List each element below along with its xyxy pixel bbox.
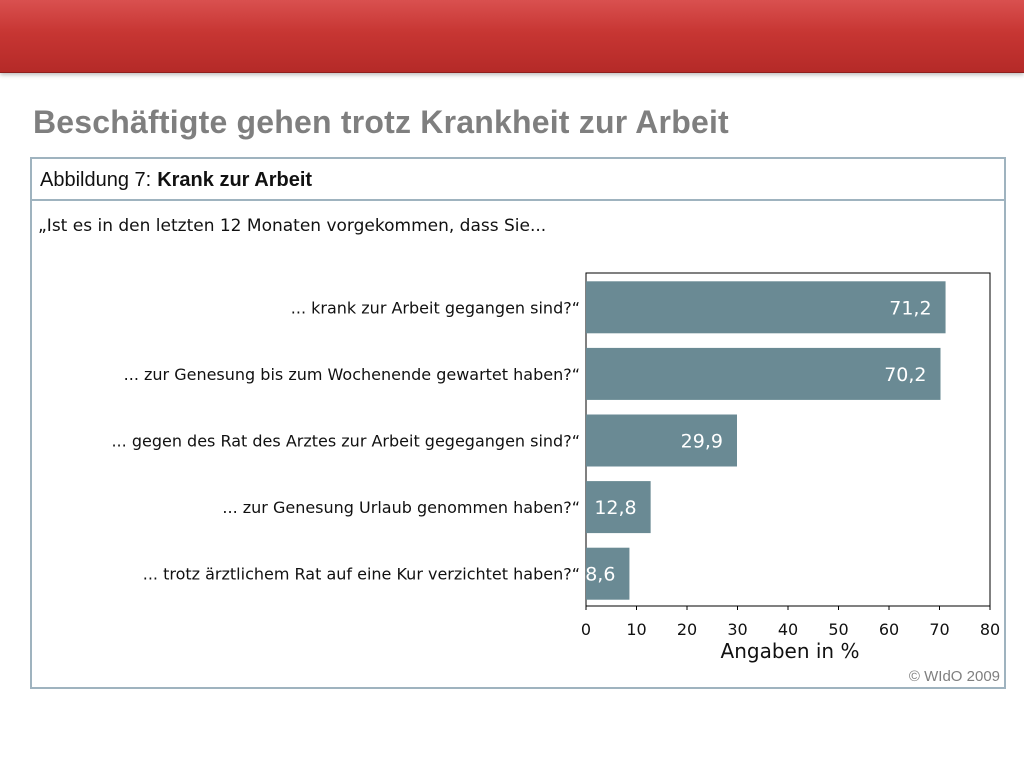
x-tick-label-60: 60 — [879, 620, 899, 639]
figure-frame: Abbildung 7: Krank zur Arbeit — [30, 157, 1006, 689]
bar-value-label-5: 8,6 — [585, 564, 615, 586]
figure-name: Krank zur Arbeit — [157, 169, 313, 191]
category-label-1: ... krank zur Arbeit gegangen sind?“ — [291, 298, 580, 317]
bar-1 — [586, 281, 946, 334]
x-tick-label-50: 50 — [828, 620, 848, 639]
bar-value-label-2: 70,2 — [884, 364, 926, 386]
survey-question: „Ist es in den letzten 12 Monaten vorgek… — [38, 216, 547, 236]
x-tick-label-70: 70 — [929, 620, 949, 639]
bar-value-label-1: 71,2 — [889, 297, 931, 319]
category-label-3: ... gegen des Rat des Arztes zur Arbeit … — [111, 432, 580, 451]
x-axis-ticks: 0 10 20 30 40 50 60 70 80 — [581, 606, 1000, 639]
top-banner — [0, 0, 1024, 73]
bar-value-label-4: 12,8 — [594, 497, 636, 519]
figure-label: Abbildung 7: — [40, 169, 152, 191]
bar-value-label-3: 29,9 — [681, 431, 723, 453]
x-axis-title: Angaben in % — [721, 639, 860, 663]
x-tick-label-0: 0 — [581, 620, 591, 639]
copyright: © WIdO 2009 — [908, 668, 1000, 685]
bar-2 — [586, 347, 941, 400]
bar-4 — [586, 481, 651, 534]
bar-5 — [586, 547, 630, 600]
x-tick-label-30: 30 — [727, 620, 747, 639]
figure-header: Abbildung 7: Krank zur Arbeit — [32, 159, 1004, 201]
slide-title: Beschäftigte gehen trotz Krankheit zur A… — [33, 104, 729, 140]
category-labels: ... krank zur Arbeit gegangen sind?“ ... … — [111, 298, 580, 583]
x-tick-label-40: 40 — [778, 620, 798, 639]
bars-layer: 71,2 70,2 29,9 12,8 8,6 — [585, 281, 946, 600]
category-label-4: ... zur Genesung Urlaub genommen haben?“ — [222, 498, 580, 517]
x-tick-label-10: 10 — [626, 620, 646, 639]
category-label-5: ... trotz ärztlichem Rat auf eine Kur ve… — [143, 565, 580, 584]
x-tick-label-20: 20 — [677, 620, 697, 639]
x-tick-label-80: 80 — [980, 620, 1000, 639]
category-label-2: ... zur Genesung bis zum Wochenende gewa… — [124, 365, 580, 384]
bar-3 — [586, 414, 737, 467]
